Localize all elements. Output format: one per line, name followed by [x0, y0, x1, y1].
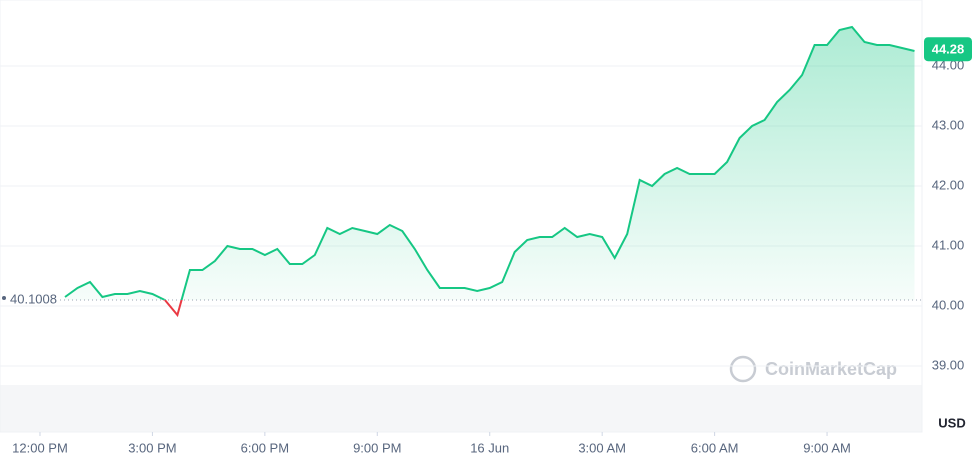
x-tick-label: 12:00 PM: [12, 440, 68, 455]
x-tick-label: 9:00 AM: [803, 440, 851, 455]
current-price-tag: [924, 37, 972, 62]
y-tick-label: 43.00: [932, 117, 965, 132]
price-line-up: [64, 25, 915, 300]
y-tick-label: 42.00: [932, 177, 965, 192]
y-tick-label: 39.00: [932, 357, 965, 372]
x-tick-label: 16 Jun: [470, 440, 509, 455]
x-tick-label: 6:00 PM: [241, 440, 289, 455]
baseline-dot: [2, 295, 6, 300]
y-axis-label: USD: [938, 415, 965, 430]
current-price-label: 44.28: [932, 42, 965, 57]
x-tick-label: 3:00 AM: [578, 440, 626, 455]
x-tick-label: 9:00 PM: [353, 440, 401, 455]
x-tick-label: 6:00 AM: [691, 440, 739, 455]
y-tick-label: 40.00: [932, 297, 965, 312]
area-fill: [65, 27, 915, 300]
watermark-logo: [729, 355, 757, 383]
baseline-label: 40.1008: [10, 291, 57, 306]
volume-band: [0, 385, 922, 432]
watermark: CoinMarketCap: [765, 359, 897, 379]
x-tick-label: 3:00 PM: [128, 440, 176, 455]
y-tick-label: 41.00: [932, 237, 965, 252]
